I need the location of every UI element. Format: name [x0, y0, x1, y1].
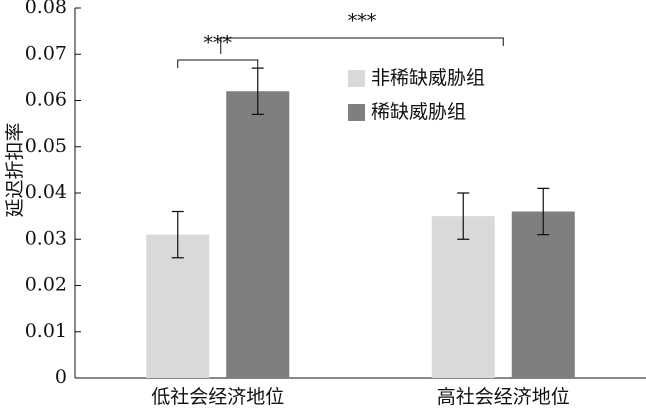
bar: [431, 216, 495, 378]
legend-label: 非稀缺威胁组: [371, 67, 485, 89]
error-bar: [251, 67, 264, 115]
bar: [226, 91, 290, 378]
y-tick-label: 0.08: [25, 0, 67, 18]
y-tick-label: 0.03: [25, 227, 67, 249]
y-tick-label: 0.05: [25, 135, 67, 157]
y-tick-label: 0.02: [25, 274, 67, 296]
error-bar: [171, 210, 184, 259]
x-tick-label: 高社会经济地位: [437, 386, 570, 408]
significance-label: ***: [348, 10, 377, 32]
y-tick-label: 0.01: [25, 320, 67, 342]
legend-label: 稀缺威胁组: [371, 101, 466, 123]
significance-bracket: [177, 59, 259, 68]
y-tick-label: 0.04: [25, 181, 67, 203]
error-bar: [537, 187, 550, 236]
x-tick-label: 低社会经济地位: [151, 386, 284, 408]
legend-swatch: [348, 104, 365, 121]
y-tick-label: 0.07: [25, 42, 67, 64]
error-bar: [457, 192, 470, 240]
significance-label: ***: [204, 32, 233, 54]
bar: [146, 234, 210, 378]
y-tick-label: 0: [55, 366, 67, 388]
y-tick-label: 0.06: [25, 89, 67, 111]
bar: [511, 211, 575, 378]
legend-swatch: [348, 70, 365, 87]
y-axis-label: 延迟折扣率: [4, 122, 26, 217]
significance-bracket: [220, 37, 504, 54]
